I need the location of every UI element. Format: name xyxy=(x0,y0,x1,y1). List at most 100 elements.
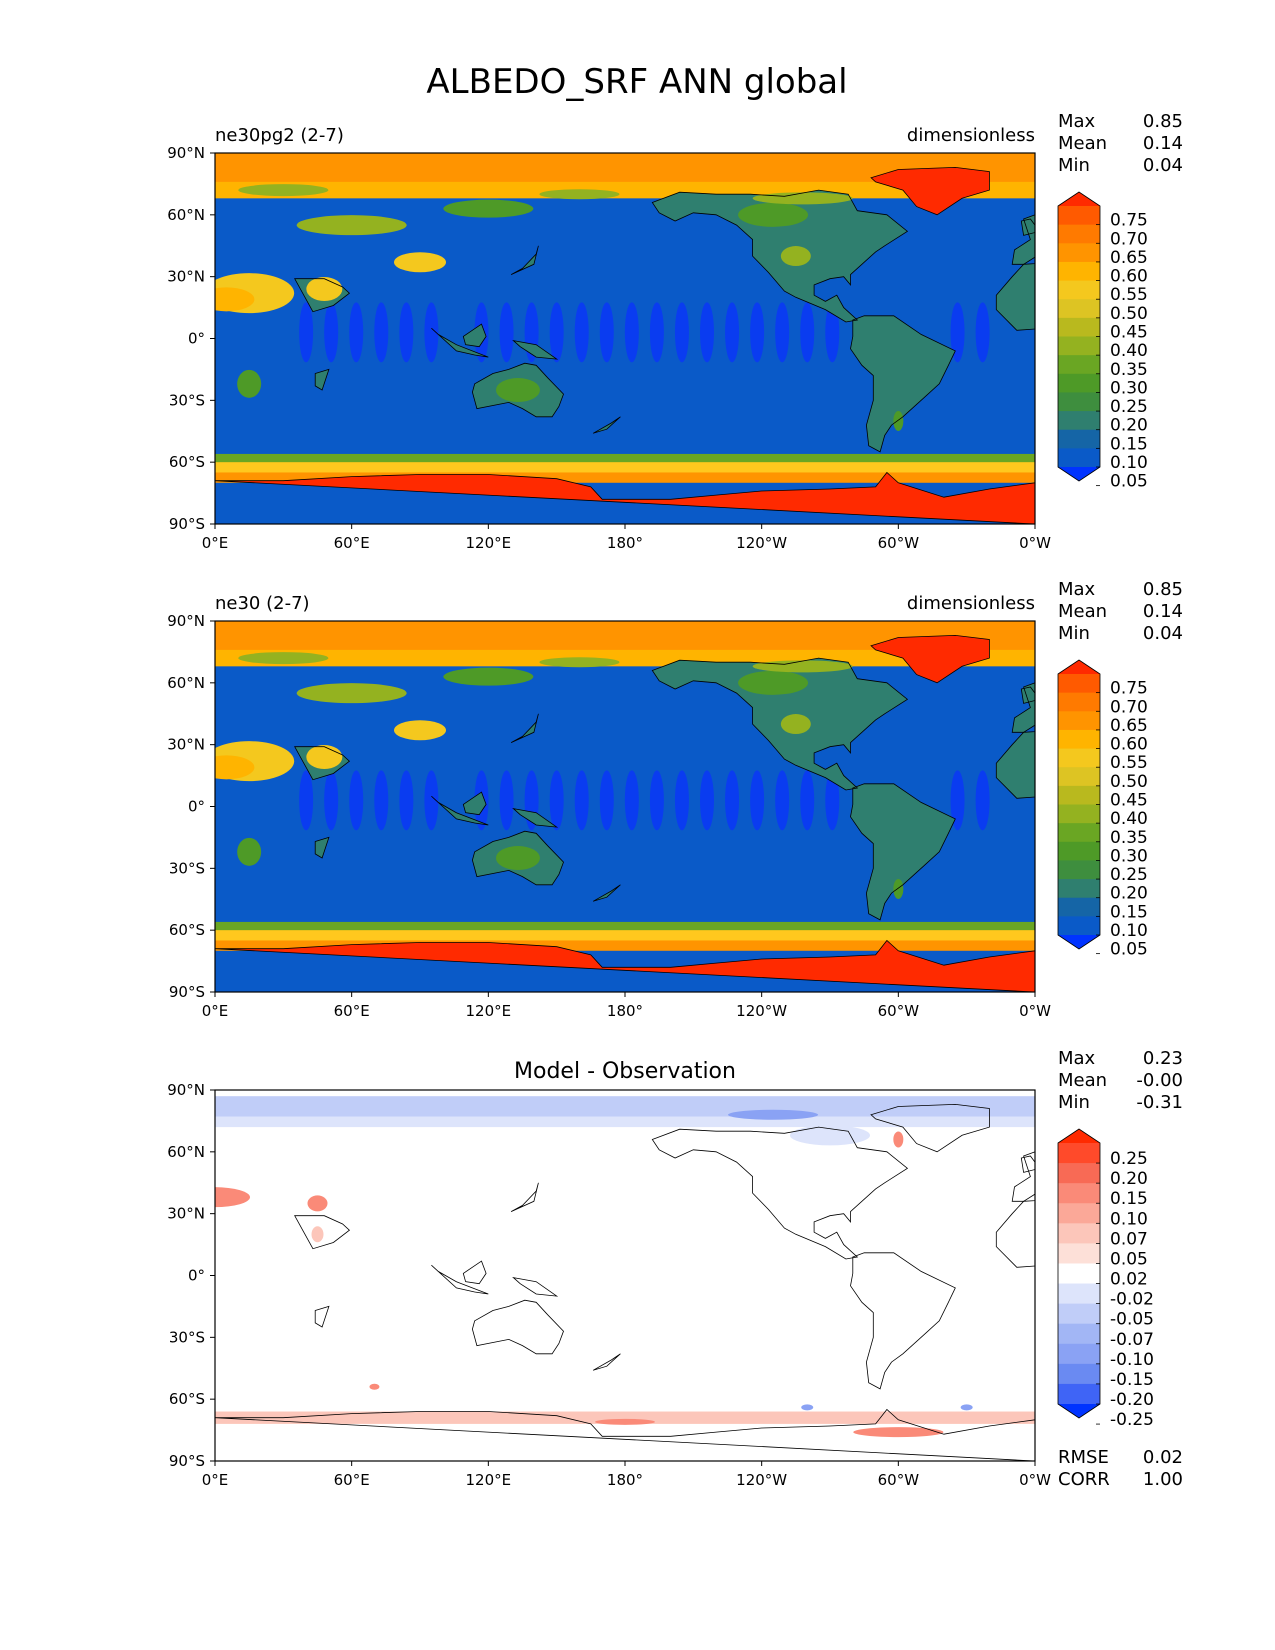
great-plains xyxy=(780,714,811,735)
colorbar-extend-top xyxy=(1058,1129,1100,1143)
colorbar-tick-label: 0.10 xyxy=(1110,921,1148,941)
colorbar-bin xyxy=(1058,317,1100,338)
colorbar-bin xyxy=(1058,280,1100,300)
y-tick-label: 30°S xyxy=(169,1328,205,1346)
map-panel-2 xyxy=(215,1090,1035,1461)
x-tick-label: 180° xyxy=(607,534,643,552)
colorbar-bin xyxy=(1058,1303,1100,1325)
colorbar-tick-label: 0.30 xyxy=(1110,378,1148,398)
land-indonesia1 xyxy=(431,796,489,825)
coastline-samerica xyxy=(850,1252,956,1390)
colorbar-extend-bottom xyxy=(1058,467,1100,481)
coastline-madagascar xyxy=(314,1305,330,1328)
tropical-ocean-patch xyxy=(674,770,689,831)
sahara-core xyxy=(215,755,255,780)
x-tick-label: 60°W xyxy=(878,1471,920,1489)
coastline-antarctica xyxy=(215,939,1035,992)
tropical-ocean-patch xyxy=(674,302,689,363)
colorbar-tick-label: 0.20 xyxy=(1110,884,1148,904)
colorbar-tick-label: 0.50 xyxy=(1110,772,1148,792)
colorbar-1: 0.750.700.650.600.550.500.450.400.350.30… xyxy=(1057,659,1148,960)
coastline-borneo xyxy=(462,323,487,348)
stat-label: Mean xyxy=(1058,1070,1107,1091)
kalahari xyxy=(237,837,262,866)
figure-title: ALBEDO_SRF ANN global xyxy=(426,62,847,102)
tropical-ocean-patch xyxy=(599,302,614,363)
stat-label: Max xyxy=(1058,579,1096,600)
coastline-japan xyxy=(510,713,539,743)
colorbar-bin xyxy=(1058,1263,1100,1285)
footer-stat-value: 1.00 xyxy=(1143,1469,1183,1490)
arctic-negative-band xyxy=(215,1096,1035,1117)
tropical-ocean-patch xyxy=(950,770,965,831)
tropical-ocean-patch xyxy=(975,302,990,363)
colorbar-bin xyxy=(1058,711,1100,731)
colorbar-tick-label: -0.25 xyxy=(1110,1410,1154,1430)
colorbar-bin xyxy=(1058,224,1100,244)
colorbar-bin xyxy=(1058,748,1100,768)
stat-label: Min xyxy=(1058,623,1090,644)
tropical-ocean-patch xyxy=(775,302,790,363)
tropical-ocean-patch xyxy=(950,302,965,363)
colorbar-tick-label: 0.35 xyxy=(1110,828,1148,848)
tropical-ocean-patch xyxy=(549,770,564,831)
panel-units: dimensionless xyxy=(907,593,1035,614)
land-antarctica xyxy=(215,472,1035,524)
colorbar-bin xyxy=(1058,1143,1100,1164)
tropical-ocean-patch xyxy=(574,302,589,363)
land-newguinea xyxy=(513,340,557,360)
colorbar-bin xyxy=(1058,299,1100,319)
greenland-edge-positive xyxy=(893,1131,904,1148)
coastline-uk xyxy=(1020,686,1035,704)
tropical-ocean-patch xyxy=(349,770,364,831)
colorbar-tick-label: 0.25 xyxy=(1110,1149,1148,1169)
stat-value: 0.14 xyxy=(1143,601,1183,622)
ross-positive xyxy=(595,1418,655,1425)
coastline-greenland xyxy=(870,166,990,216)
colorbar-bin xyxy=(1058,355,1100,375)
y-tick-label: 90°N xyxy=(167,144,205,162)
x-tick-label: 180° xyxy=(607,1002,643,1020)
colorbar-bin xyxy=(1058,841,1100,862)
stat-label: Min xyxy=(1058,1092,1090,1113)
x-tick-label: 120°E xyxy=(466,1002,512,1020)
coastline-borneo xyxy=(462,1260,487,1285)
stat-value: 0.23 xyxy=(1143,1048,1183,1069)
colorbar-tick-label: 0.75 xyxy=(1110,211,1148,231)
footer-stat-label: CORR xyxy=(1058,1469,1110,1490)
colorbar-bin xyxy=(1058,767,1100,787)
tropical-ocean-patch xyxy=(750,770,765,831)
map-panel-1 xyxy=(215,621,1035,992)
colorbar-tick-label: 0.55 xyxy=(1110,285,1148,305)
y-tick-label: 90°S xyxy=(169,515,205,533)
land-africa xyxy=(996,263,1035,331)
y-tick-label: 0° xyxy=(188,1267,205,1285)
antarctic-edge-light xyxy=(215,1411,1035,1424)
colorbar-tick-label: 0.10 xyxy=(1110,1209,1148,1229)
colorbar-bin xyxy=(1058,729,1100,750)
land-borneo xyxy=(463,324,487,347)
y-tick-label: 30°S xyxy=(169,391,205,409)
coastline-newguinea xyxy=(512,807,559,828)
colorbar-tick-label: 0.15 xyxy=(1110,1189,1148,1209)
tropical-ocean-patch xyxy=(649,302,664,363)
mediterranean-positive xyxy=(215,1187,250,1208)
tropical-ocean-patch xyxy=(725,302,740,363)
tropical-ocean-patch xyxy=(499,770,514,831)
archipelago-negative xyxy=(728,1109,819,1120)
panel-units: dimensionless xyxy=(907,125,1035,146)
coastline-newguinea xyxy=(512,1276,559,1297)
tundra-band-siberia xyxy=(539,189,620,200)
kerguelen-positive xyxy=(369,1383,380,1390)
colorbar-tick-label: -0.07 xyxy=(1110,1330,1154,1350)
tropical-ocean-patch xyxy=(324,302,339,363)
tropical-ocean-patch xyxy=(299,770,314,831)
colorbar-tick-label: 0.02 xyxy=(1110,1270,1148,1290)
y-tick-label: 60°S xyxy=(169,453,205,471)
land-africa xyxy=(996,731,1035,799)
stat-label: Mean xyxy=(1058,133,1107,154)
colorbar-tick-label: -0.10 xyxy=(1110,1350,1154,1370)
coastline-australia xyxy=(471,830,564,886)
tropical-ocean-patch xyxy=(349,302,364,363)
